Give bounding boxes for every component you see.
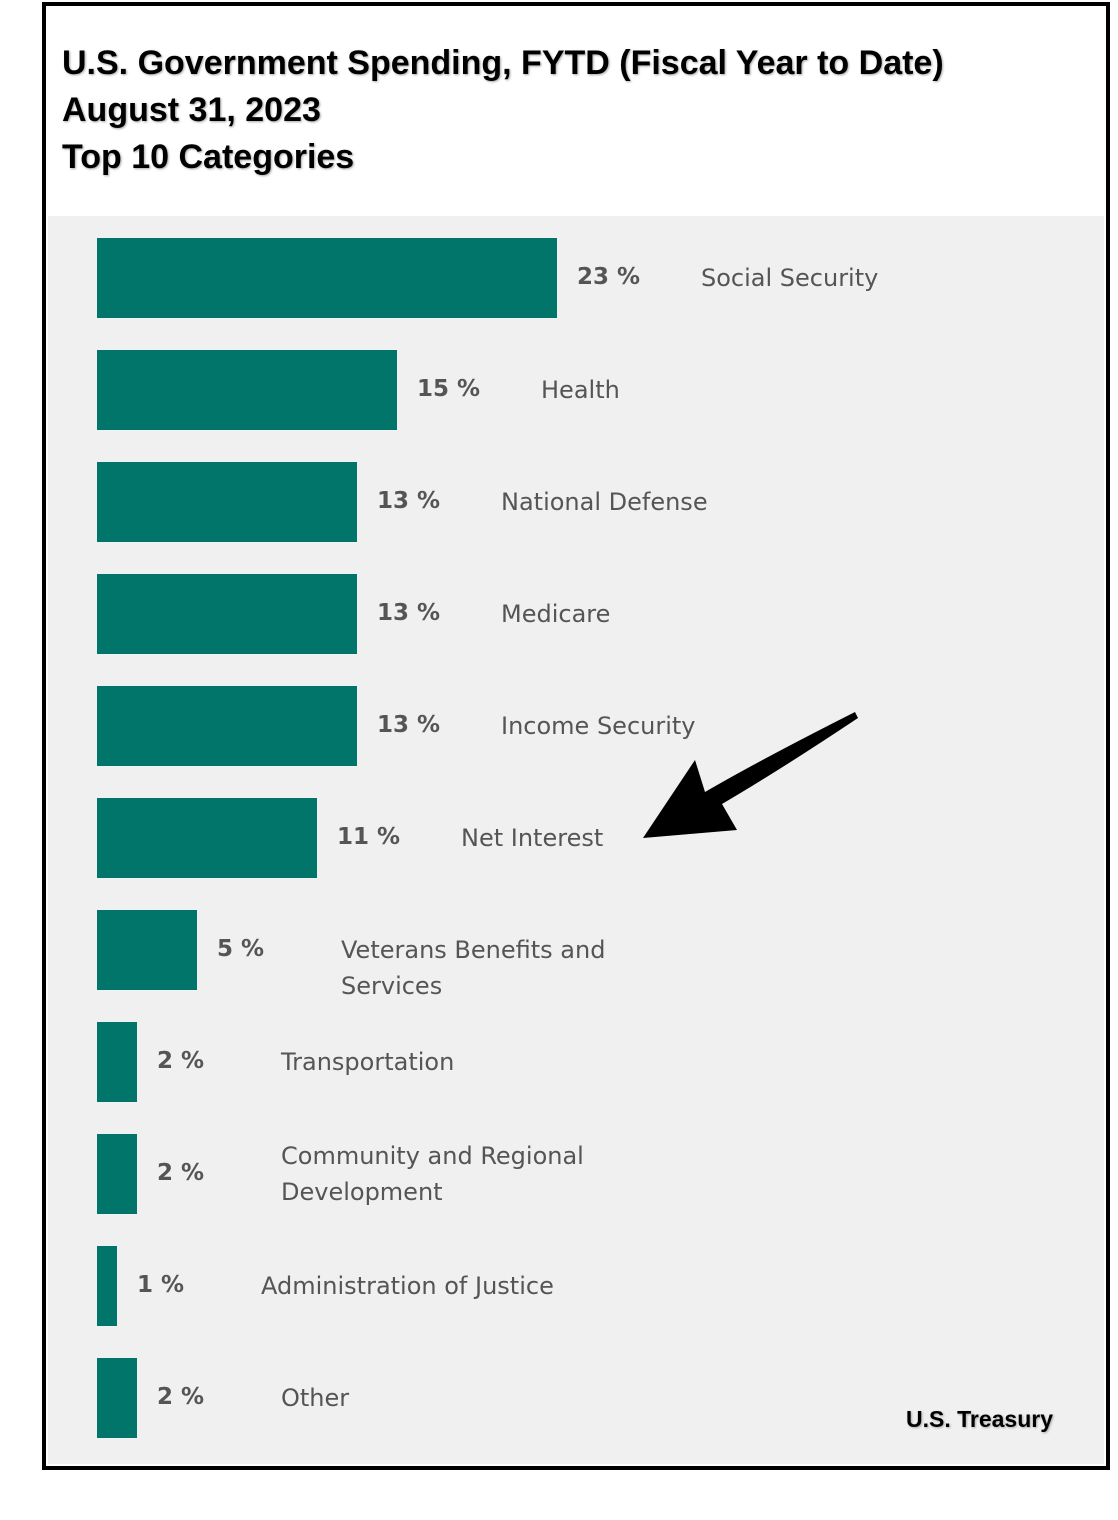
category-label: Medicare [501,600,611,628]
category-label: National Defense [501,488,708,516]
bar [97,1022,137,1102]
value-label: 23 % [577,264,641,290]
title-line-3: Top 10 Categories [62,138,355,176]
category-label: Veterans Benefits and Services [341,936,606,1000]
bar [97,910,197,990]
bar [97,1358,137,1438]
category-label: Health [541,376,620,404]
bar [97,574,357,654]
category-label: Community and Regional Development [281,1142,584,1206]
chart-title: U.S. Government Spending, FYTD (Fiscal Y… [62,40,944,181]
value-label: 5 % [217,936,265,962]
category-label: Income Security [501,712,696,740]
value-label: 2 % [157,1048,205,1074]
category-label: Other [281,1384,350,1412]
title-line-2: August 31, 2023 [62,91,321,129]
value-label: 15 % [417,376,481,402]
category-label: Social Security [701,264,879,292]
value-label: 2 % [157,1160,205,1186]
bar [97,1246,117,1326]
category-label: Administration of Justice [261,1272,554,1300]
value-label: 1 % [137,1272,185,1298]
bar [97,798,317,878]
bar [97,238,557,318]
value-label: 2 % [157,1384,205,1410]
value-label: 13 % [377,488,441,514]
title-line-1: U.S. Government Spending, FYTD (Fiscal Y… [62,44,944,82]
bar [97,350,397,430]
category-label: Net Interest [461,824,604,852]
bar [97,1134,137,1214]
bar [97,686,357,766]
category-label: Transportation [281,1048,455,1076]
value-label: 13 % [377,600,441,626]
source-label: U.S. Treasury [906,1406,1054,1432]
value-label: 13 % [377,712,441,738]
value-label: 11 % [337,824,401,850]
bar [97,462,357,542]
